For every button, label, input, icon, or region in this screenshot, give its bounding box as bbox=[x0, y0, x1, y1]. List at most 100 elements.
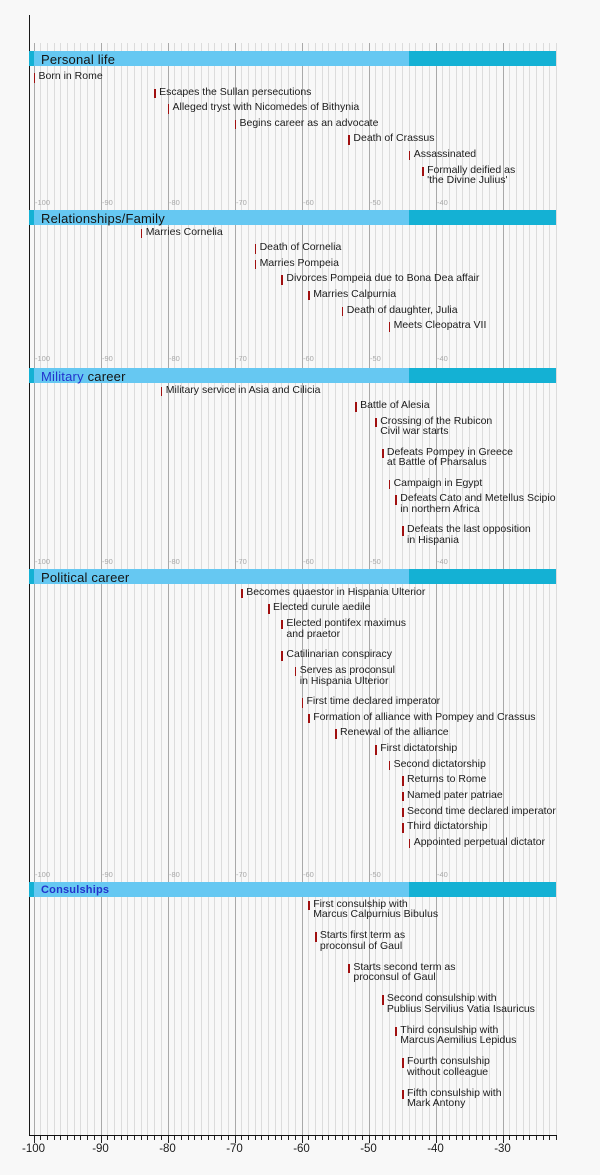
x-axis-minor-tick bbox=[462, 1136, 464, 1140]
x-axis-minor-tick bbox=[469, 1136, 470, 1140]
mini-axis-label: -80 bbox=[169, 557, 180, 566]
year-gridline bbox=[415, 43, 417, 1135]
x-axis-minor-tick bbox=[408, 1136, 410, 1140]
x-axis-minor-tick bbox=[455, 1136, 457, 1140]
event-label: Defeats the last opposition in Hispania bbox=[407, 523, 531, 546]
mini-axis-label: -90 bbox=[102, 870, 113, 879]
x-axis-minor-tick bbox=[140, 1136, 142, 1140]
x-axis-tick-label: -40 bbox=[427, 1142, 444, 1155]
x-axis-minor-tick bbox=[522, 1136, 524, 1140]
year-gridline bbox=[160, 43, 162, 1135]
event-label: Renewal of the alliance bbox=[340, 726, 449, 739]
x-axis-tick-label: -100 bbox=[21, 1142, 46, 1155]
x-axis-minor-tick bbox=[542, 1136, 544, 1140]
event-label: Defeats Cato and Metellus Scipio in nort… bbox=[400, 492, 556, 515]
event-tick bbox=[388, 322, 391, 332]
event-tick bbox=[140, 228, 143, 238]
year-gridline bbox=[515, 43, 517, 1135]
year-gridline bbox=[475, 43, 477, 1135]
event-label: Fifth consulship with Mark Antony bbox=[407, 1086, 502, 1110]
x-axis-minor-tick bbox=[335, 1136, 336, 1140]
x-axis-minor-tick bbox=[415, 1136, 417, 1140]
mini-axis-label: -40 bbox=[437, 197, 448, 207]
event-tick bbox=[375, 745, 377, 755]
x-axis-minor-tick bbox=[160, 1136, 162, 1140]
x-axis-major-tick bbox=[502, 1136, 504, 1143]
section-header-bar bbox=[408, 368, 556, 383]
event-label: Formation of alliance with Pompey and Cr… bbox=[313, 710, 536, 723]
section-title-link[interactable]: Consulships bbox=[41, 884, 110, 896]
event-tick bbox=[33, 73, 36, 83]
event-label: Starts first term as proconsul of Gaul bbox=[319, 929, 406, 952]
year-gridline bbox=[281, 43, 283, 1135]
x-axis-tick-label: -80 bbox=[159, 1142, 176, 1155]
x-axis-minor-tick bbox=[375, 1136, 377, 1140]
event-tick bbox=[348, 135, 351, 145]
event-label: Second time declared imperator bbox=[407, 804, 556, 817]
section-title-consulships: Consulships bbox=[41, 884, 109, 896]
year-gridline bbox=[375, 43, 377, 1135]
event-tick bbox=[422, 166, 424, 176]
event-tick bbox=[281, 651, 284, 661]
event-label: Elected curule aedile bbox=[273, 601, 371, 614]
x-axis-minor-tick bbox=[388, 1136, 390, 1140]
x-axis-minor-tick bbox=[294, 1136, 296, 1140]
year-gridline bbox=[361, 43, 363, 1135]
year-gridline bbox=[147, 43, 149, 1135]
x-axis-minor-tick bbox=[214, 1136, 216, 1140]
x-axis-minor-tick bbox=[442, 1136, 444, 1140]
section-title-link[interactable]: Military bbox=[41, 369, 84, 384]
x-axis-minor-tick bbox=[174, 1136, 176, 1140]
x-axis-minor-tick bbox=[134, 1136, 135, 1140]
event-tick bbox=[348, 963, 351, 973]
section-header-bar bbox=[29, 569, 34, 584]
x-axis-minor-tick bbox=[154, 1136, 156, 1140]
section-title-text: career bbox=[83, 369, 126, 384]
section-header-bar bbox=[29, 368, 34, 383]
event-label: Death of Crassus bbox=[353, 132, 435, 145]
event-label: Alleged tryst with Nicomedes of Bithynia bbox=[172, 101, 360, 114]
section-title-text: Personal life bbox=[41, 52, 116, 67]
x-axis-minor-tick bbox=[120, 1136, 122, 1140]
event-tick bbox=[281, 275, 284, 285]
section-header-bar bbox=[33, 368, 409, 383]
x-axis-minor-tick bbox=[40, 1136, 42, 1140]
x-axis-minor-tick bbox=[247, 1136, 249, 1140]
year-gridline bbox=[53, 43, 55, 1135]
x-axis-minor-tick bbox=[536, 1136, 537, 1140]
event-label: Marries Cornelia bbox=[145, 225, 223, 238]
year-gridline bbox=[254, 43, 256, 1135]
x-axis-minor-tick bbox=[53, 1136, 55, 1140]
year-gridline bbox=[174, 43, 176, 1135]
year-gridline bbox=[154, 43, 156, 1135]
x-axis-major-tick bbox=[301, 1136, 303, 1143]
event-label: Meets Cleopatra VII bbox=[393, 319, 487, 332]
mini-axis-label: -50 bbox=[370, 353, 381, 363]
decade-gridline bbox=[33, 43, 35, 1135]
section-header-bar bbox=[408, 51, 556, 66]
event-label: Formally deified as 'the Divine Julius' bbox=[427, 163, 516, 187]
event-label: Starts second term as proconsul of Gaul bbox=[353, 960, 456, 984]
x-axis-minor-tick bbox=[221, 1136, 223, 1140]
year-gridline bbox=[489, 43, 491, 1135]
x-axis-minor-tick bbox=[67, 1136, 68, 1140]
x-axis-major-tick bbox=[435, 1136, 437, 1143]
section-title-text: Relationships/Family bbox=[41, 210, 165, 226]
event-tick bbox=[408, 838, 411, 849]
event-label: Marries Calpurnia bbox=[313, 287, 397, 300]
x-axis-minor-tick bbox=[321, 1136, 323, 1140]
event-label: First consulship with Marcus Calpurnius … bbox=[313, 897, 439, 921]
event-label: Becomes quaestor in Hispania Ulterior bbox=[246, 585, 426, 598]
year-gridline bbox=[67, 43, 68, 1135]
section-header-bar bbox=[408, 569, 556, 584]
year-gridline bbox=[46, 43, 48, 1135]
mini-axis-label: -90 bbox=[102, 197, 113, 207]
year-gridline bbox=[93, 43, 95, 1135]
x-axis-minor-tick bbox=[288, 1136, 290, 1140]
event-tick bbox=[381, 448, 384, 458]
event-label: Serves as proconsul in Hispania Ulterior bbox=[299, 663, 395, 687]
year-gridline bbox=[288, 43, 290, 1135]
year-gridline bbox=[495, 43, 497, 1135]
year-gridline bbox=[462, 43, 464, 1135]
event-tick bbox=[402, 791, 404, 802]
